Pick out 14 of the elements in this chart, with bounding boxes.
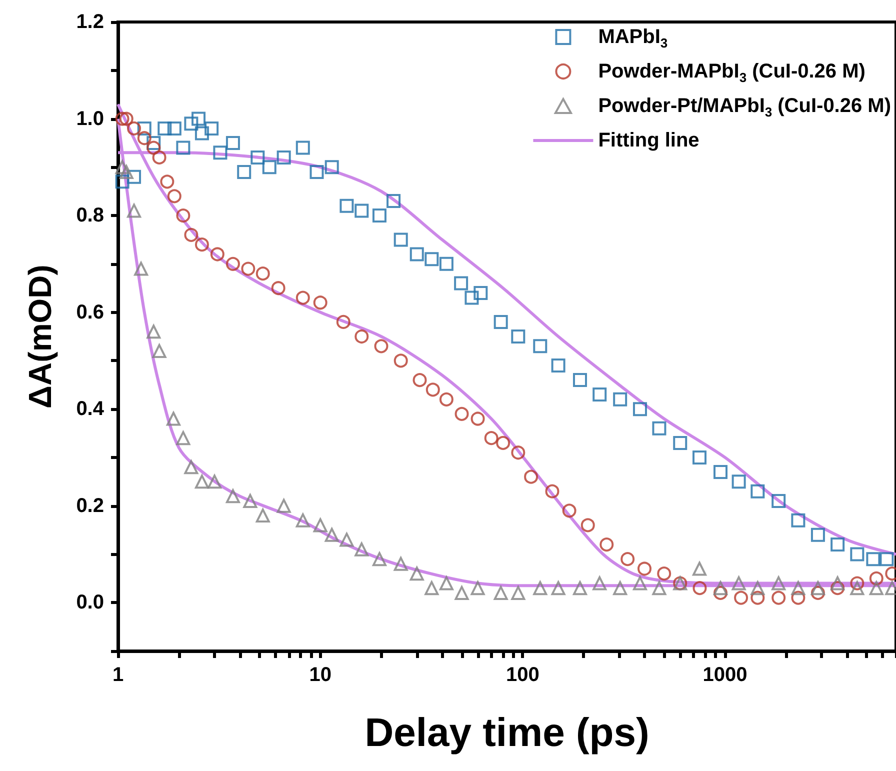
y-tick-label: 0.2 xyxy=(76,494,104,517)
y-tick-label: 0.8 xyxy=(76,204,104,227)
y-tick-label: 0.0 xyxy=(76,592,104,614)
y-tick-label: 0.6 xyxy=(76,301,104,324)
x-tick-label: 10 xyxy=(309,664,332,686)
x-tick-label: 1 xyxy=(112,664,124,686)
y-tick-label: 1.2 xyxy=(76,11,104,33)
y-tick-label: 0.4 xyxy=(76,398,105,420)
x-tick-label: 1000 xyxy=(702,664,748,686)
x-tick-label: 100 xyxy=(506,664,540,686)
legend-label: Fitting line xyxy=(598,130,700,152)
x-axis-title: Delay time (ps) xyxy=(364,711,650,755)
y-tick-label: 1.0 xyxy=(76,108,104,130)
y-axis-title: ΔA(mOD) xyxy=(22,264,58,408)
